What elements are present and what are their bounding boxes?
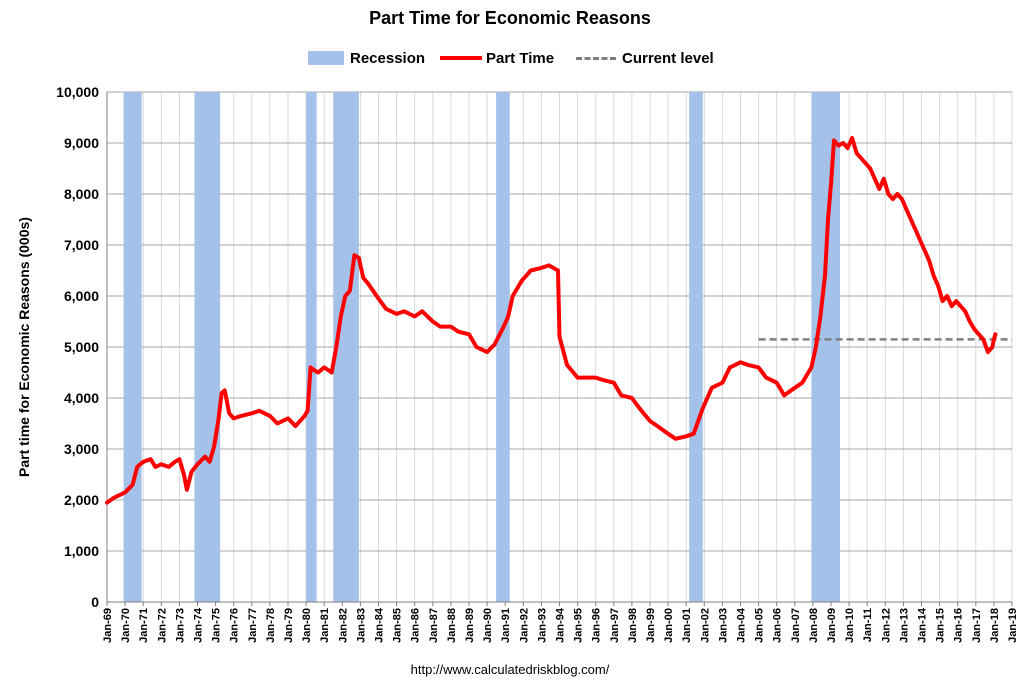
x-tick-label: Jan-98 <box>627 608 639 643</box>
x-tick-label: Jan-05 <box>754 608 766 643</box>
recession-band <box>306 92 317 602</box>
x-tick-labels: Jan-69 Jan-70 Jan-71 Jan-72 Jan-73 Jan-74 Jan-… <box>102 602 1019 643</box>
recession-band <box>123 92 142 602</box>
x-tick-label: Jan-86 <box>410 608 422 643</box>
y-tick-label: 8,000 <box>64 186 99 202</box>
chart-title: Part Time for Economic Reasons <box>369 8 651 28</box>
x-tick-label: Jan-75 <box>211 608 223 643</box>
x-tick-label: Jan-01 <box>681 608 693 643</box>
x-tick-label: Jan-80 <box>301 608 313 643</box>
x-tick-label: Jan-76 <box>229 608 241 643</box>
legend-item-part-time: Part Time <box>440 48 554 68</box>
y-tick-label: 6,000 <box>64 288 99 304</box>
x-tick-label: Jan-95 <box>573 608 585 643</box>
x-tick-label: Jan-15 <box>935 608 947 643</box>
x-tick-label: Jan-85 <box>392 608 404 643</box>
x-tick-label: Jan-16 <box>953 608 965 643</box>
y-tick-label: 5,000 <box>64 339 99 355</box>
recession-band <box>496 92 510 602</box>
x-tick-label: Jan-92 <box>518 608 530 643</box>
x-tick-label: Jan-89 <box>464 608 476 643</box>
recession-band <box>689 92 703 602</box>
x-tick-label: Jan-87 <box>428 608 440 643</box>
x-tick-label: Jan-13 <box>898 608 910 643</box>
x-tick-label: Jan-00 <box>663 608 675 643</box>
y-tick-label: 4,000 <box>64 390 99 406</box>
legend-label-recession: Recession <box>350 49 426 67</box>
x-tick-label: Jan-69 <box>102 608 114 643</box>
x-tick-label: Jan-71 <box>138 608 150 643</box>
legend-swatch-recession <box>308 51 344 65</box>
source-url: http://www.calculatedriskblog.com/ <box>410 662 610 677</box>
x-tick-label: Jan-06 <box>772 608 784 643</box>
x-tick-label: Jan-81 <box>319 608 331 643</box>
x-tick-label: Jan-09 <box>826 608 838 643</box>
x-tick-label: Jan-93 <box>536 608 548 643</box>
x-tick-label: Jan-91 <box>500 608 512 643</box>
y-tick-label: 3,000 <box>64 441 99 457</box>
x-tick-label: Jan-11 <box>862 608 874 642</box>
x-tick-label: Jan-73 <box>174 608 186 643</box>
x-tick-label: Jan-78 <box>265 608 277 643</box>
x-tick-label: Jan-77 <box>247 608 259 643</box>
x-tick-label: Jan-02 <box>699 608 711 643</box>
y-tick-label: 10,000 <box>56 84 99 100</box>
x-tick-label: Jan-12 <box>880 608 892 643</box>
x-tick-label: Jan-99 <box>645 608 657 643</box>
y-tick-label: 9,000 <box>64 135 99 151</box>
legend-item-recession: Recession <box>308 48 425 68</box>
x-tick-label: Jan-97 <box>609 608 621 643</box>
legend-swatch-current-level <box>576 56 616 60</box>
x-tick-label: Jan-10 <box>844 608 856 643</box>
x-tick-label: Jan-90 <box>482 608 494 643</box>
y-tick-label: 0 <box>91 594 99 610</box>
series-line-part-time <box>105 135 998 505</box>
x-tick-label: Jan-79 <box>283 608 295 643</box>
y-tick-label: 1,000 <box>64 543 99 559</box>
x-tick-label: Jan-96 <box>591 608 603 643</box>
legend-label-current-level: Current level <box>622 49 714 67</box>
legend-swatch-part-time <box>440 56 482 60</box>
y-tick-label: 2,000 <box>64 492 99 508</box>
grid <box>106 91 1013 603</box>
x-tick-label: Jan-07 <box>790 608 802 643</box>
x-tick-label: Jan-82 <box>337 608 349 643</box>
x-tick-label: Jan-72 <box>156 608 168 643</box>
x-tick-label: Jan-08 <box>808 608 820 643</box>
legend: Recession Part Time Current level <box>0 48 1020 68</box>
series-group <box>105 135 998 505</box>
legend-label-part-time: Part Time <box>486 49 555 67</box>
x-tick-label: Jan-03 <box>717 608 729 643</box>
x-tick-label: Jan-84 <box>374 607 386 643</box>
y-tick-labels: 0 1,000 2,000 3,000 4,000 5,000 6,000 7,000 8,00… <box>56 84 99 610</box>
x-tick-label: Jan-17 <box>971 608 983 643</box>
x-tick-label: Jan-88 <box>446 608 458 643</box>
recession-band <box>194 92 221 602</box>
x-tick-label: Jan-18 <box>989 608 1001 643</box>
x-tick-label: Jan-14 <box>917 607 929 643</box>
x-tick-label: Jan-83 <box>355 608 367 643</box>
legend-item-current-level: Current level <box>576 48 714 68</box>
y-tick-label: 7,000 <box>64 237 99 253</box>
x-tick-label: Jan-19 <box>1007 608 1019 643</box>
x-tick-label: Jan-94 <box>555 607 567 643</box>
x-tick-label: Jan-74 <box>193 607 205 643</box>
x-tick-label: Jan-04 <box>736 607 748 643</box>
x-tick-label: Jan-70 <box>120 608 132 643</box>
